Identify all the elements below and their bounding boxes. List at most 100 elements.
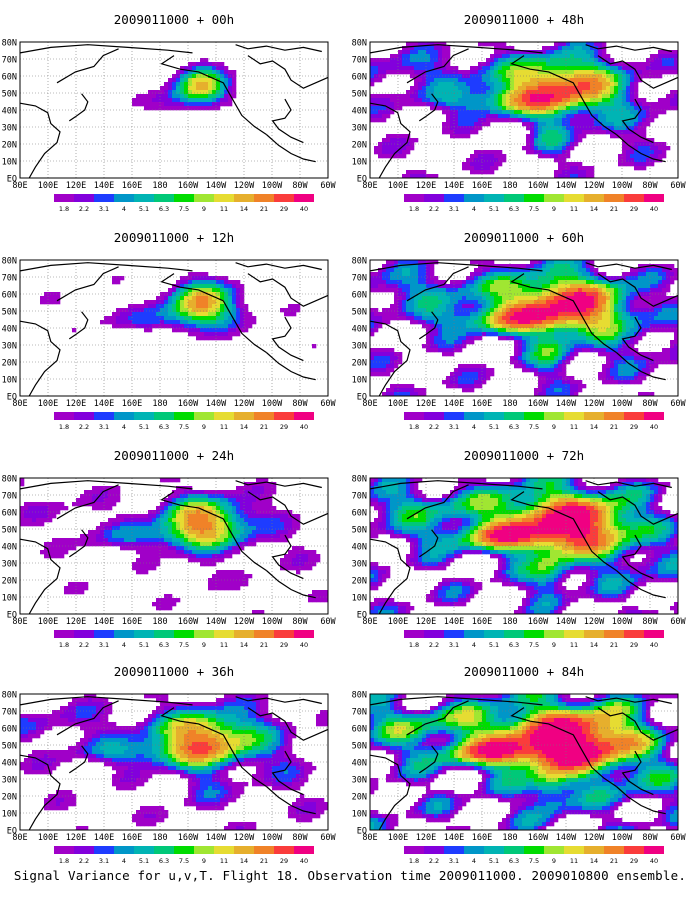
lon-tick-label: 80E xyxy=(362,181,377,191)
lat-tick-label: EQ xyxy=(357,175,367,185)
colorbar-swatch xyxy=(544,194,564,202)
colorbar-level-label: 3.1 xyxy=(449,205,459,213)
map-panel: 2009011000 + 00h 80N 70N 60N 50N 40N 30N 20N 10N… xyxy=(2,12,337,213)
lon-tick-label: 100W xyxy=(612,399,633,409)
lat-tick-label: 60N xyxy=(2,291,17,301)
colorbar: 1.8 2.2 3.1 4 5.1 6.3 7.5 9 11 14 21 29 40 xyxy=(54,630,314,649)
grid-lines xyxy=(370,694,678,830)
colorbar-level-label: 14 xyxy=(590,641,598,649)
colorbar-swatch xyxy=(254,846,274,854)
lon-tick-label: 120W xyxy=(584,833,605,843)
colorbar-level-label: 11 xyxy=(220,641,228,649)
colorbar-swatch xyxy=(274,630,294,638)
map-panel: 2009011000 + 12h 80N 70N 60N 50N 40N 30N 20N 10N… xyxy=(2,230,337,431)
colorbar-level-label: 1.8 xyxy=(409,423,419,431)
colorbar-swatch xyxy=(194,630,214,638)
colorbar-level-label: 1.8 xyxy=(59,857,69,865)
colorbar-level-label: 9 xyxy=(202,641,206,649)
coastlines xyxy=(369,262,679,397)
lon-tick-label: 180 xyxy=(152,833,167,843)
lat-tick-label: 80N xyxy=(2,475,17,485)
colorbar-level-label: 14 xyxy=(240,641,248,649)
colorbar-level-label: 5.1 xyxy=(489,205,499,213)
lon-tick-label: 140W xyxy=(206,181,227,191)
lon-tick-label: 100E xyxy=(38,399,58,409)
lon-tick-label: 120E xyxy=(416,399,436,409)
colorbar-level-label: 7.5 xyxy=(529,857,539,865)
colorbar-swatch xyxy=(644,194,664,202)
colorbar-swatch xyxy=(624,194,644,202)
panel-title: 2009011000 + 48h xyxy=(464,12,584,27)
lon-tick-label: 80W xyxy=(642,181,658,191)
colorbar-level-label: 9 xyxy=(202,205,206,213)
colorbar-swatch xyxy=(154,194,174,202)
colorbar-swatch xyxy=(424,846,444,854)
lat-tick-label: 70N xyxy=(352,492,367,502)
lon-tick-label: 120E xyxy=(66,181,86,191)
colorbar-level-label: 6.3 xyxy=(159,423,169,431)
map-frame xyxy=(19,477,329,615)
lat-tick-label: 10N xyxy=(352,376,367,386)
lat-tick-label: 40N xyxy=(352,325,367,335)
lon-tick-label: 120E xyxy=(66,617,86,627)
colorbar-swatch xyxy=(564,412,584,420)
panel-title: 2009011000 + 72h xyxy=(464,448,584,463)
lon-tick-label: 120W xyxy=(584,181,605,191)
lon-tick-label: 100E xyxy=(388,399,408,409)
colorbar-level-label: 21 xyxy=(260,857,268,865)
lat-tick-label: 80N xyxy=(352,39,367,49)
coastlines xyxy=(369,696,679,831)
colorbar-level-label: 9 xyxy=(552,641,556,649)
lon-tick-label: 100E xyxy=(388,833,408,843)
lat-tick-label: 50N xyxy=(352,308,367,318)
lon-tick-label: 160W xyxy=(528,399,549,409)
lon-tick-label: 160E xyxy=(472,617,492,627)
lat-tick-label: 40N xyxy=(2,107,17,117)
lat-tick-label: 30N xyxy=(352,124,367,134)
lon-tick-label: 60W xyxy=(320,617,336,627)
colorbar-swatch xyxy=(464,412,484,420)
lon-tick-label: 100E xyxy=(388,181,408,191)
colorbar-level-label: 5.1 xyxy=(489,423,499,431)
map-frame xyxy=(369,693,679,831)
colorbar-level-label: 5.1 xyxy=(489,641,499,649)
colorbar-level-label: 9 xyxy=(552,205,556,213)
lat-tick-label: 50N xyxy=(352,90,367,100)
lon-tick-label: 120E xyxy=(416,833,436,843)
colorbar-level-label: 9 xyxy=(552,423,556,431)
lon-tick-label: 100E xyxy=(38,833,58,843)
map-frame xyxy=(369,477,679,615)
map-frame xyxy=(19,41,329,179)
lon-tick-label: 60W xyxy=(320,181,336,191)
lon-tick-label: 180 xyxy=(152,617,167,627)
colorbar-level-label: 5.1 xyxy=(139,857,149,865)
lat-tick-label: 80N xyxy=(352,257,367,267)
colorbar-level-label: 1.8 xyxy=(409,857,419,865)
colorbar-swatch xyxy=(644,846,664,854)
colorbar-swatch xyxy=(404,846,424,854)
colorbar-swatch xyxy=(564,846,584,854)
colorbar-level-label: 21 xyxy=(610,423,618,431)
colorbar-swatch xyxy=(194,846,214,854)
colorbar-swatch xyxy=(54,194,74,202)
lat-tick-label: 80N xyxy=(2,691,17,701)
lon-tick-label: 100E xyxy=(388,617,408,627)
lon-tick-label: 140E xyxy=(444,617,464,627)
colorbar-swatch xyxy=(564,194,584,202)
coastlines xyxy=(19,262,329,397)
lat-tick-label: 40N xyxy=(2,325,17,335)
lat-tick-label: 30N xyxy=(352,560,367,570)
colorbar-swatch xyxy=(404,412,424,420)
lat-tick-label: EQ xyxy=(357,827,367,837)
colorbar-level-label: 3.1 xyxy=(449,857,459,865)
colorbar-level-label: 21 xyxy=(260,641,268,649)
lat-tick-label: 40N xyxy=(352,107,367,117)
colorbar-swatch xyxy=(294,194,314,202)
colorbar-swatch xyxy=(194,194,214,202)
lon-tick-label: 160W xyxy=(178,181,199,191)
lon-tick-label: 80E xyxy=(362,617,377,627)
lon-tick-label: 100E xyxy=(38,181,58,191)
colorbar-level-label: 6.3 xyxy=(509,423,519,431)
colorbar-swatch xyxy=(114,412,134,420)
colorbar-level-label: 5.1 xyxy=(489,857,499,865)
